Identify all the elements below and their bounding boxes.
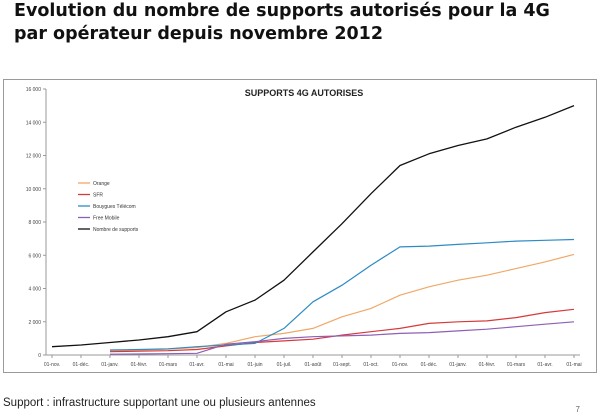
series-line-orange (109, 253, 575, 352)
x-tick-label: 01-janv. (101, 362, 118, 368)
x-tick-label: 01-mai (218, 362, 233, 368)
legend-label: Free Mobile (93, 216, 120, 222)
x-tick-label: 01-mars (507, 362, 526, 368)
legend-label: Nombre de supports (93, 227, 139, 233)
y-tick-label: 4 000 (28, 287, 41, 293)
slide-title-line-1: Evolution du nombre de supports autorisé… (14, 1, 550, 21)
y-tick-label: 6 000 (28, 253, 41, 259)
x-tick-label: 01-mars (159, 362, 178, 368)
slide-title: Evolution du nombre de supports autorisé… (14, 0, 594, 46)
series-line-bouygues-telecom (109, 238, 575, 351)
series-line-nombre-de-supports (51, 104, 575, 348)
series-line-sfr (109, 308, 575, 353)
page-number: 7 (575, 405, 580, 414)
y-tick-label: 10 000 (26, 187, 42, 193)
y-tick-label: 16 000 (26, 87, 42, 93)
legend-label: Bouygues Télécom (93, 204, 136, 210)
chart-legend: Orange SFR Bouygues Télécom Free Mobile Nomb… (78, 181, 139, 233)
y-tick-label: 12 000 (26, 154, 42, 160)
slide-title-line-2: par opérateur depuis novembre 2012 (14, 24, 384, 44)
x-tick-label: 01-nov. (44, 362, 60, 368)
x-tick-label: 01-nov. (392, 362, 408, 368)
line-chart: SUPPORTS 4G AUTORISES 0 2 000 4 000 6 000 8 … (26, 87, 582, 368)
x-tick-label: 01-févr. (479, 362, 496, 368)
x-tick-label: 01-juin (247, 362, 262, 368)
chart-axes: 0 2 000 4 000 6 000 8 000 10 000 12 000 14 000 1… (26, 87, 582, 368)
legend-label: SFR (93, 193, 103, 199)
y-tick-label: 14 000 (26, 120, 42, 126)
x-tick-label: 01-août (305, 362, 323, 368)
chart-series-lines (51, 104, 575, 355)
x-tick-label: 01-avr. (189, 362, 204, 368)
series-line-free-mobile (109, 321, 575, 355)
x-tick-label: 01-oct. (363, 362, 378, 368)
x-tick-label: 01-janv. (449, 362, 466, 368)
legend-label: Orange (93, 181, 110, 187)
y-tick-label: 2 000 (28, 320, 41, 326)
x-tick-label: 01-mai (566, 362, 581, 368)
x-tick-label: 01-avr. (537, 362, 552, 368)
footnote: Support : infrastructure supportant une … (3, 397, 316, 409)
x-tick-label: 01-sept. (333, 362, 351, 368)
x-tick-label: 01-déc. (421, 362, 438, 368)
chart-frame: SUPPORTS 4G AUTORISES 0 2 000 4 000 6 000 8 … (3, 79, 597, 373)
chart-title: SUPPORTS 4G AUTORISES (245, 88, 364, 98)
x-tick-label: 01-févr. (131, 362, 148, 368)
x-tick-label: 01-déc. (73, 362, 90, 368)
x-tick-label: 01-juil. (277, 362, 292, 368)
y-tick-label: 0 (38, 353, 41, 359)
y-tick-label: 8 000 (28, 220, 41, 226)
